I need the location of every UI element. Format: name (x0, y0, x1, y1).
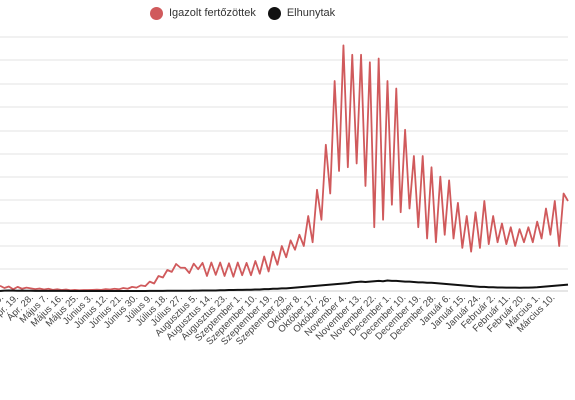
chart-legend: Igazolt fertőzöttek Elhunytak (150, 5, 347, 21)
legend-swatch-confirmed (150, 6, 163, 20)
x-axis-tick-labels: Ápr. 10.Ápr. 19.Ápr. 28.Május 7.Május 16… (0, 292, 557, 347)
legend-item-confirmed[interactable]: Igazolt fertőzöttek (150, 6, 256, 20)
legend-swatch-deaths (267, 6, 281, 20)
legend-label-confirmed: Igazolt fertőzöttek (169, 7, 256, 19)
series-line-deaths (0, 279, 569, 292)
legend-label-deaths: Elhunytak (286, 7, 336, 19)
gridlines (0, 36, 568, 270)
series-layer (0, 44, 569, 292)
legend-item-deaths[interactable]: Elhunytak (267, 6, 336, 20)
series-line-confirmed (0, 44, 569, 292)
